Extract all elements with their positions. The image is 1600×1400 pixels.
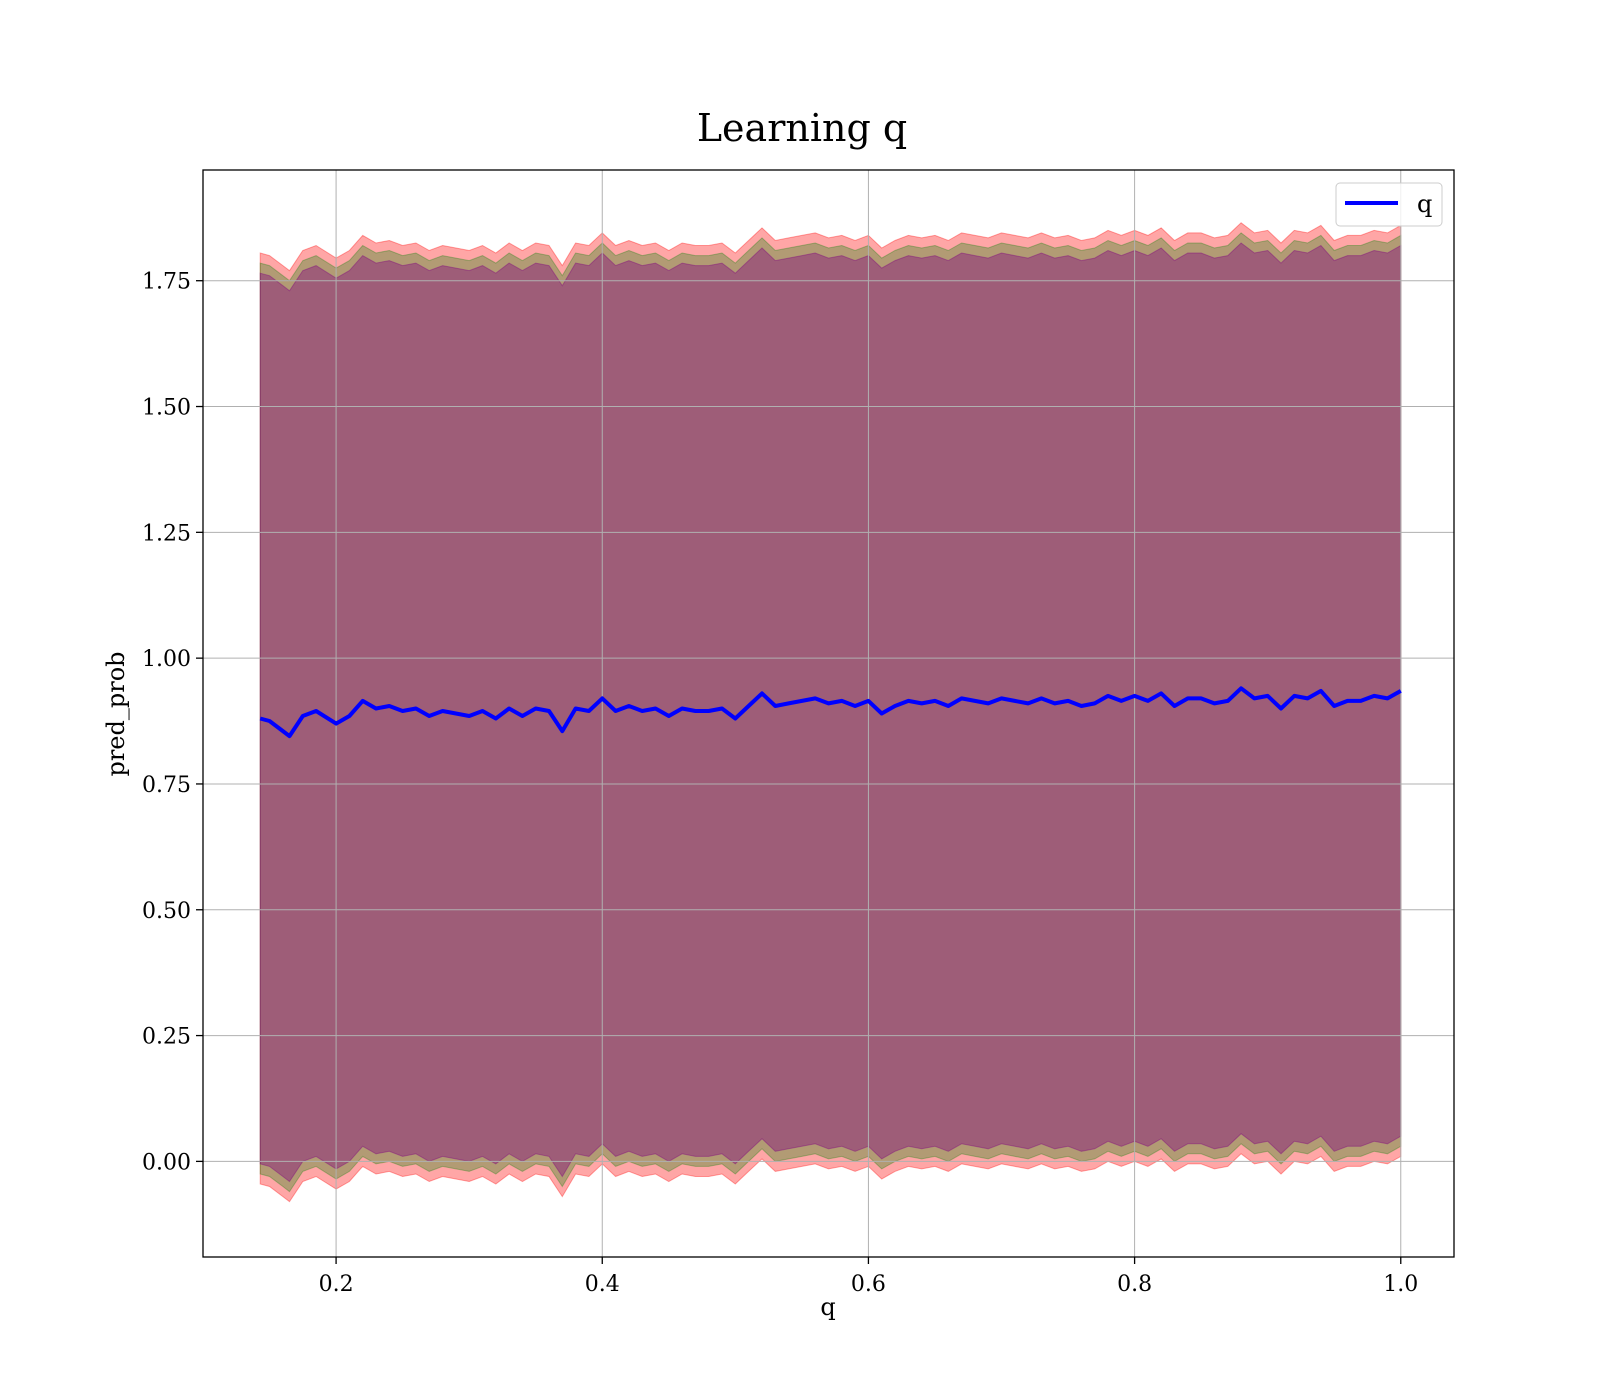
x-tick-label: 0.2: [319, 1272, 354, 1297]
y-axis-label: pred_prob: [102, 651, 130, 776]
y-tick-label: 1.50: [142, 396, 191, 421]
grid-lines: [203, 170, 1454, 1257]
y-tick-label: 1.75: [142, 270, 191, 295]
chart-title: Learning q: [697, 106, 907, 150]
plot-area: [202, 169, 1455, 1258]
x-tick-label: 0.6: [851, 1272, 886, 1297]
x-tick-label: 0.4: [585, 1272, 620, 1297]
y-tick-label: 1.00: [142, 647, 191, 672]
series-lines: [259, 686, 1402, 739]
y-tick-label: 0.25: [142, 1025, 191, 1050]
x-tick-label: 1.0: [1383, 1272, 1418, 1297]
band-2: [259, 242, 1402, 1183]
x-axis-label: q: [820, 1293, 835, 1321]
legend-label-q: q: [1417, 190, 1432, 218]
series-line-q: [259, 686, 1402, 739]
x-axis-ticks: 0.2 0.4 0.6 0.8 1.0: [319, 1257, 1418, 1297]
y-axis-ticks: 0.00 0.25 0.50 0.75 1.00 1.25 1.50 1.75: [142, 270, 203, 1175]
y-tick-label: 0.75: [142, 773, 191, 798]
y-tick-label: 1.25: [142, 521, 191, 546]
confidence-bands: [259, 222, 1402, 1203]
plot-frame: [202, 169, 1455, 1258]
y-tick-label: 0.00: [142, 1150, 191, 1175]
legend: q: [1335, 182, 1443, 227]
y-tick-label: 0.50: [142, 899, 191, 924]
x-tick-label: 0.8: [1117, 1272, 1152, 1297]
